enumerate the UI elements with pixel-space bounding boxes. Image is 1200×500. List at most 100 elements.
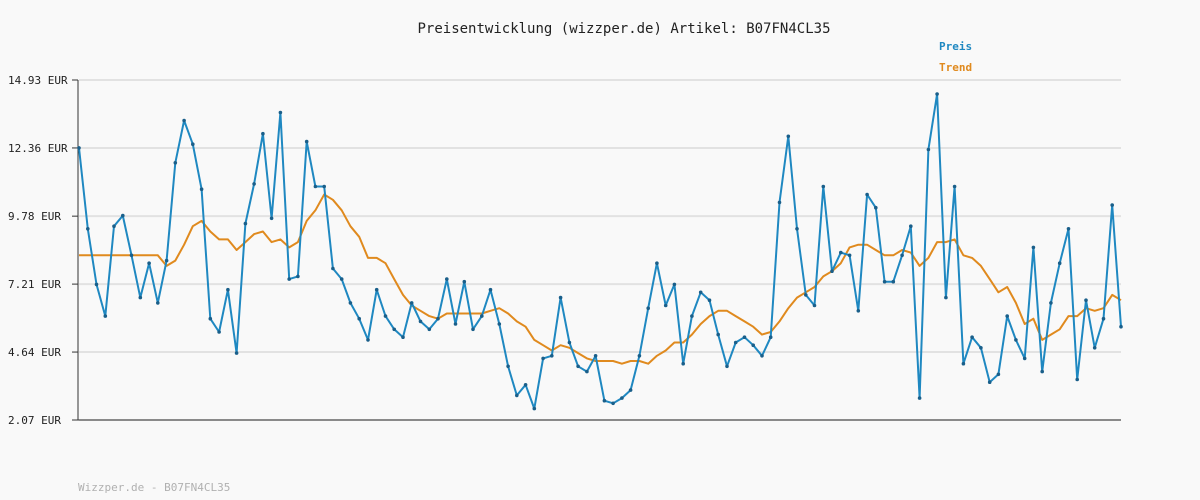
preis-data-point xyxy=(725,364,729,369)
series-group xyxy=(77,92,1123,411)
preis-data-point xyxy=(339,277,344,281)
preis-data-point xyxy=(935,92,939,96)
preis-data-point xyxy=(1075,377,1079,382)
preis-data-point xyxy=(882,279,887,284)
preis-data-point xyxy=(243,221,248,226)
preis-data-point xyxy=(733,340,738,345)
preis-data-point xyxy=(1092,346,1097,350)
preis-data-point xyxy=(226,287,230,292)
preis-data-point xyxy=(77,146,81,150)
legend-trend: Trend xyxy=(939,61,972,74)
preis-data-point xyxy=(987,380,992,385)
preis-data-point xyxy=(900,253,904,258)
preis-data-point xyxy=(760,354,764,358)
preis-data-point xyxy=(839,250,843,255)
preis-data-point xyxy=(970,335,974,340)
preis-data-point xyxy=(164,258,169,263)
preis-data-point xyxy=(269,216,274,221)
preis-data-point xyxy=(366,338,370,342)
preis-data-point xyxy=(418,319,423,324)
preis-data-point xyxy=(768,335,773,340)
preis-data-point xyxy=(488,287,493,292)
preis-data-point xyxy=(777,200,782,205)
y-tick-label: 2.07 EUR xyxy=(8,414,61,427)
preis-data-point xyxy=(515,393,519,398)
preis-data-point xyxy=(874,205,878,210)
preis-data-point xyxy=(182,118,186,123)
preis-data-point xyxy=(847,253,852,258)
trend-series-line xyxy=(79,193,1122,365)
preis-data-point xyxy=(1049,301,1053,305)
preis-data-point xyxy=(611,401,615,406)
preis-data-point xyxy=(506,364,510,369)
preis-data-point xyxy=(698,290,703,295)
preis-data-point xyxy=(1022,356,1027,361)
preis-data-point xyxy=(742,335,747,340)
preis-data-point xyxy=(357,316,362,321)
preis-data-point xyxy=(401,335,405,340)
preis-data-point xyxy=(944,295,948,300)
preis-data-point xyxy=(278,110,283,115)
preis-data-point xyxy=(103,314,108,318)
preis-data-point xyxy=(655,261,659,266)
preis-data-point xyxy=(804,293,808,297)
preis-data-point xyxy=(523,383,528,387)
preis-data-point xyxy=(1031,245,1036,250)
preis-data-point xyxy=(1066,227,1071,231)
y-tick-label: 14.93 EUR xyxy=(8,74,68,87)
preis-data-point xyxy=(331,266,335,271)
preis-data-point xyxy=(646,306,650,311)
preis-data-point xyxy=(147,261,151,266)
preis-data-point xyxy=(1057,261,1062,266)
preis-series-line xyxy=(78,93,1122,410)
preis-data-point xyxy=(436,316,440,321)
preis-data-point xyxy=(471,327,475,332)
preis-data-point xyxy=(287,277,292,281)
preis-data-point xyxy=(716,332,720,337)
preis-data-point xyxy=(453,322,458,326)
preis-data-point xyxy=(865,192,869,197)
preis-data-point xyxy=(1101,316,1106,321)
preis-data-point xyxy=(628,388,633,392)
preis-data-point xyxy=(445,277,449,281)
preis-data-point xyxy=(541,356,545,361)
preis-data-point xyxy=(129,253,134,258)
preis-data-point xyxy=(917,396,922,400)
preis-data-point xyxy=(234,351,239,355)
preis-data-point xyxy=(199,187,204,191)
y-tick-label: 12.36 EUR xyxy=(8,142,68,155)
preis-data-point xyxy=(462,279,467,284)
preis-data-point xyxy=(558,295,563,300)
preis-data-point xyxy=(909,224,913,228)
preis-data-point xyxy=(191,142,195,146)
preis-data-point xyxy=(322,184,327,189)
preis-data-point xyxy=(1040,369,1044,374)
preis-data-point xyxy=(961,361,966,366)
preis-data-point xyxy=(138,295,143,300)
preis-data-point xyxy=(830,269,834,274)
preis-data-point xyxy=(821,184,826,189)
preis-data-point xyxy=(532,406,537,411)
preis-data-point xyxy=(156,301,160,305)
preis-data-point xyxy=(121,213,125,218)
preis-data-point xyxy=(1005,314,1009,318)
preis-data-point xyxy=(112,224,116,228)
footer-text: Wizzper.de - B07FN4CL35 xyxy=(78,481,230,494)
preis-data-point xyxy=(480,314,484,318)
preis-data-point xyxy=(707,298,712,303)
preis-data-point xyxy=(497,322,502,326)
preis-data-point xyxy=(672,282,677,287)
y-tick-label: 7.21 EUR xyxy=(8,278,61,291)
preis-data-point xyxy=(620,396,624,400)
preis-data-point xyxy=(751,343,755,348)
preis-data-point xyxy=(296,274,300,279)
preis-data-point xyxy=(637,354,642,358)
preis-data-point xyxy=(550,354,554,358)
preis-data-point xyxy=(383,314,388,318)
preis-data-point xyxy=(252,182,256,186)
y-axis-ticks: 14.93 EUR 12.36 EUR 9.78 EUR 7.21 EUR 4.64 E… xyxy=(8,74,78,427)
preis-data-point xyxy=(1110,203,1114,207)
grid-lines xyxy=(79,79,1121,421)
preis-data-point xyxy=(1014,338,1018,342)
